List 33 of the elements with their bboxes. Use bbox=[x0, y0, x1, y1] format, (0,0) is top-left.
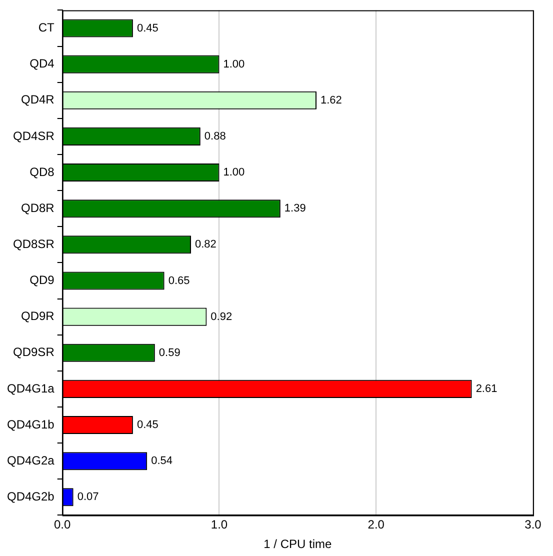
y-tick-label: QD4R bbox=[21, 92, 55, 107]
y-tick-label: QD8SR bbox=[13, 236, 55, 251]
data-label: 1.62 bbox=[320, 94, 342, 106]
x-tick-label: 2.0 bbox=[368, 518, 385, 532]
x-tick-label: 1.0 bbox=[210, 518, 228, 532]
data-label: 0.92 bbox=[210, 310, 232, 323]
data-label: 0.65 bbox=[168, 274, 190, 287]
x-tick-label: 3.0 bbox=[524, 518, 542, 532]
y-tick-label: QD8 bbox=[30, 164, 55, 179]
data-label: 0.45 bbox=[136, 22, 158, 34]
y-tick-label: CT bbox=[38, 20, 56, 35]
x-tick-label: 0.0 bbox=[54, 518, 72, 532]
data-label: 0.54 bbox=[151, 455, 172, 468]
y-tick-label: QD4 bbox=[30, 56, 55, 71]
y-tick-label: QD9 bbox=[30, 273, 55, 288]
y-tick-label: QD4G2a bbox=[6, 453, 55, 468]
data-label: 1.00 bbox=[223, 58, 245, 70]
data-label: 0.88 bbox=[204, 130, 226, 142]
data-label: 0.45 bbox=[136, 419, 158, 432]
data-label: 2.61 bbox=[476, 382, 498, 395]
y-tick-label: QD9R bbox=[21, 309, 55, 324]
data-label: 0.82 bbox=[195, 238, 216, 251]
y-tick-label: QD8R bbox=[21, 200, 55, 215]
y-tick-label: QD4G1a bbox=[6, 381, 55, 396]
data-label: 0.07 bbox=[77, 491, 99, 504]
y-tick-label: QD4G1b bbox=[6, 417, 55, 432]
data-label: 1.39 bbox=[284, 202, 306, 215]
y-tick-label: QD4SR bbox=[13, 128, 55, 143]
y-tick-label: QD4G2b bbox=[6, 489, 55, 504]
y-tick-label: QD9SR bbox=[13, 345, 55, 360]
data-label: 1.00 bbox=[223, 166, 245, 179]
data-label: 0.59 bbox=[158, 346, 180, 359]
x-axis-title: 1 / CPU time bbox=[264, 537, 332, 552]
